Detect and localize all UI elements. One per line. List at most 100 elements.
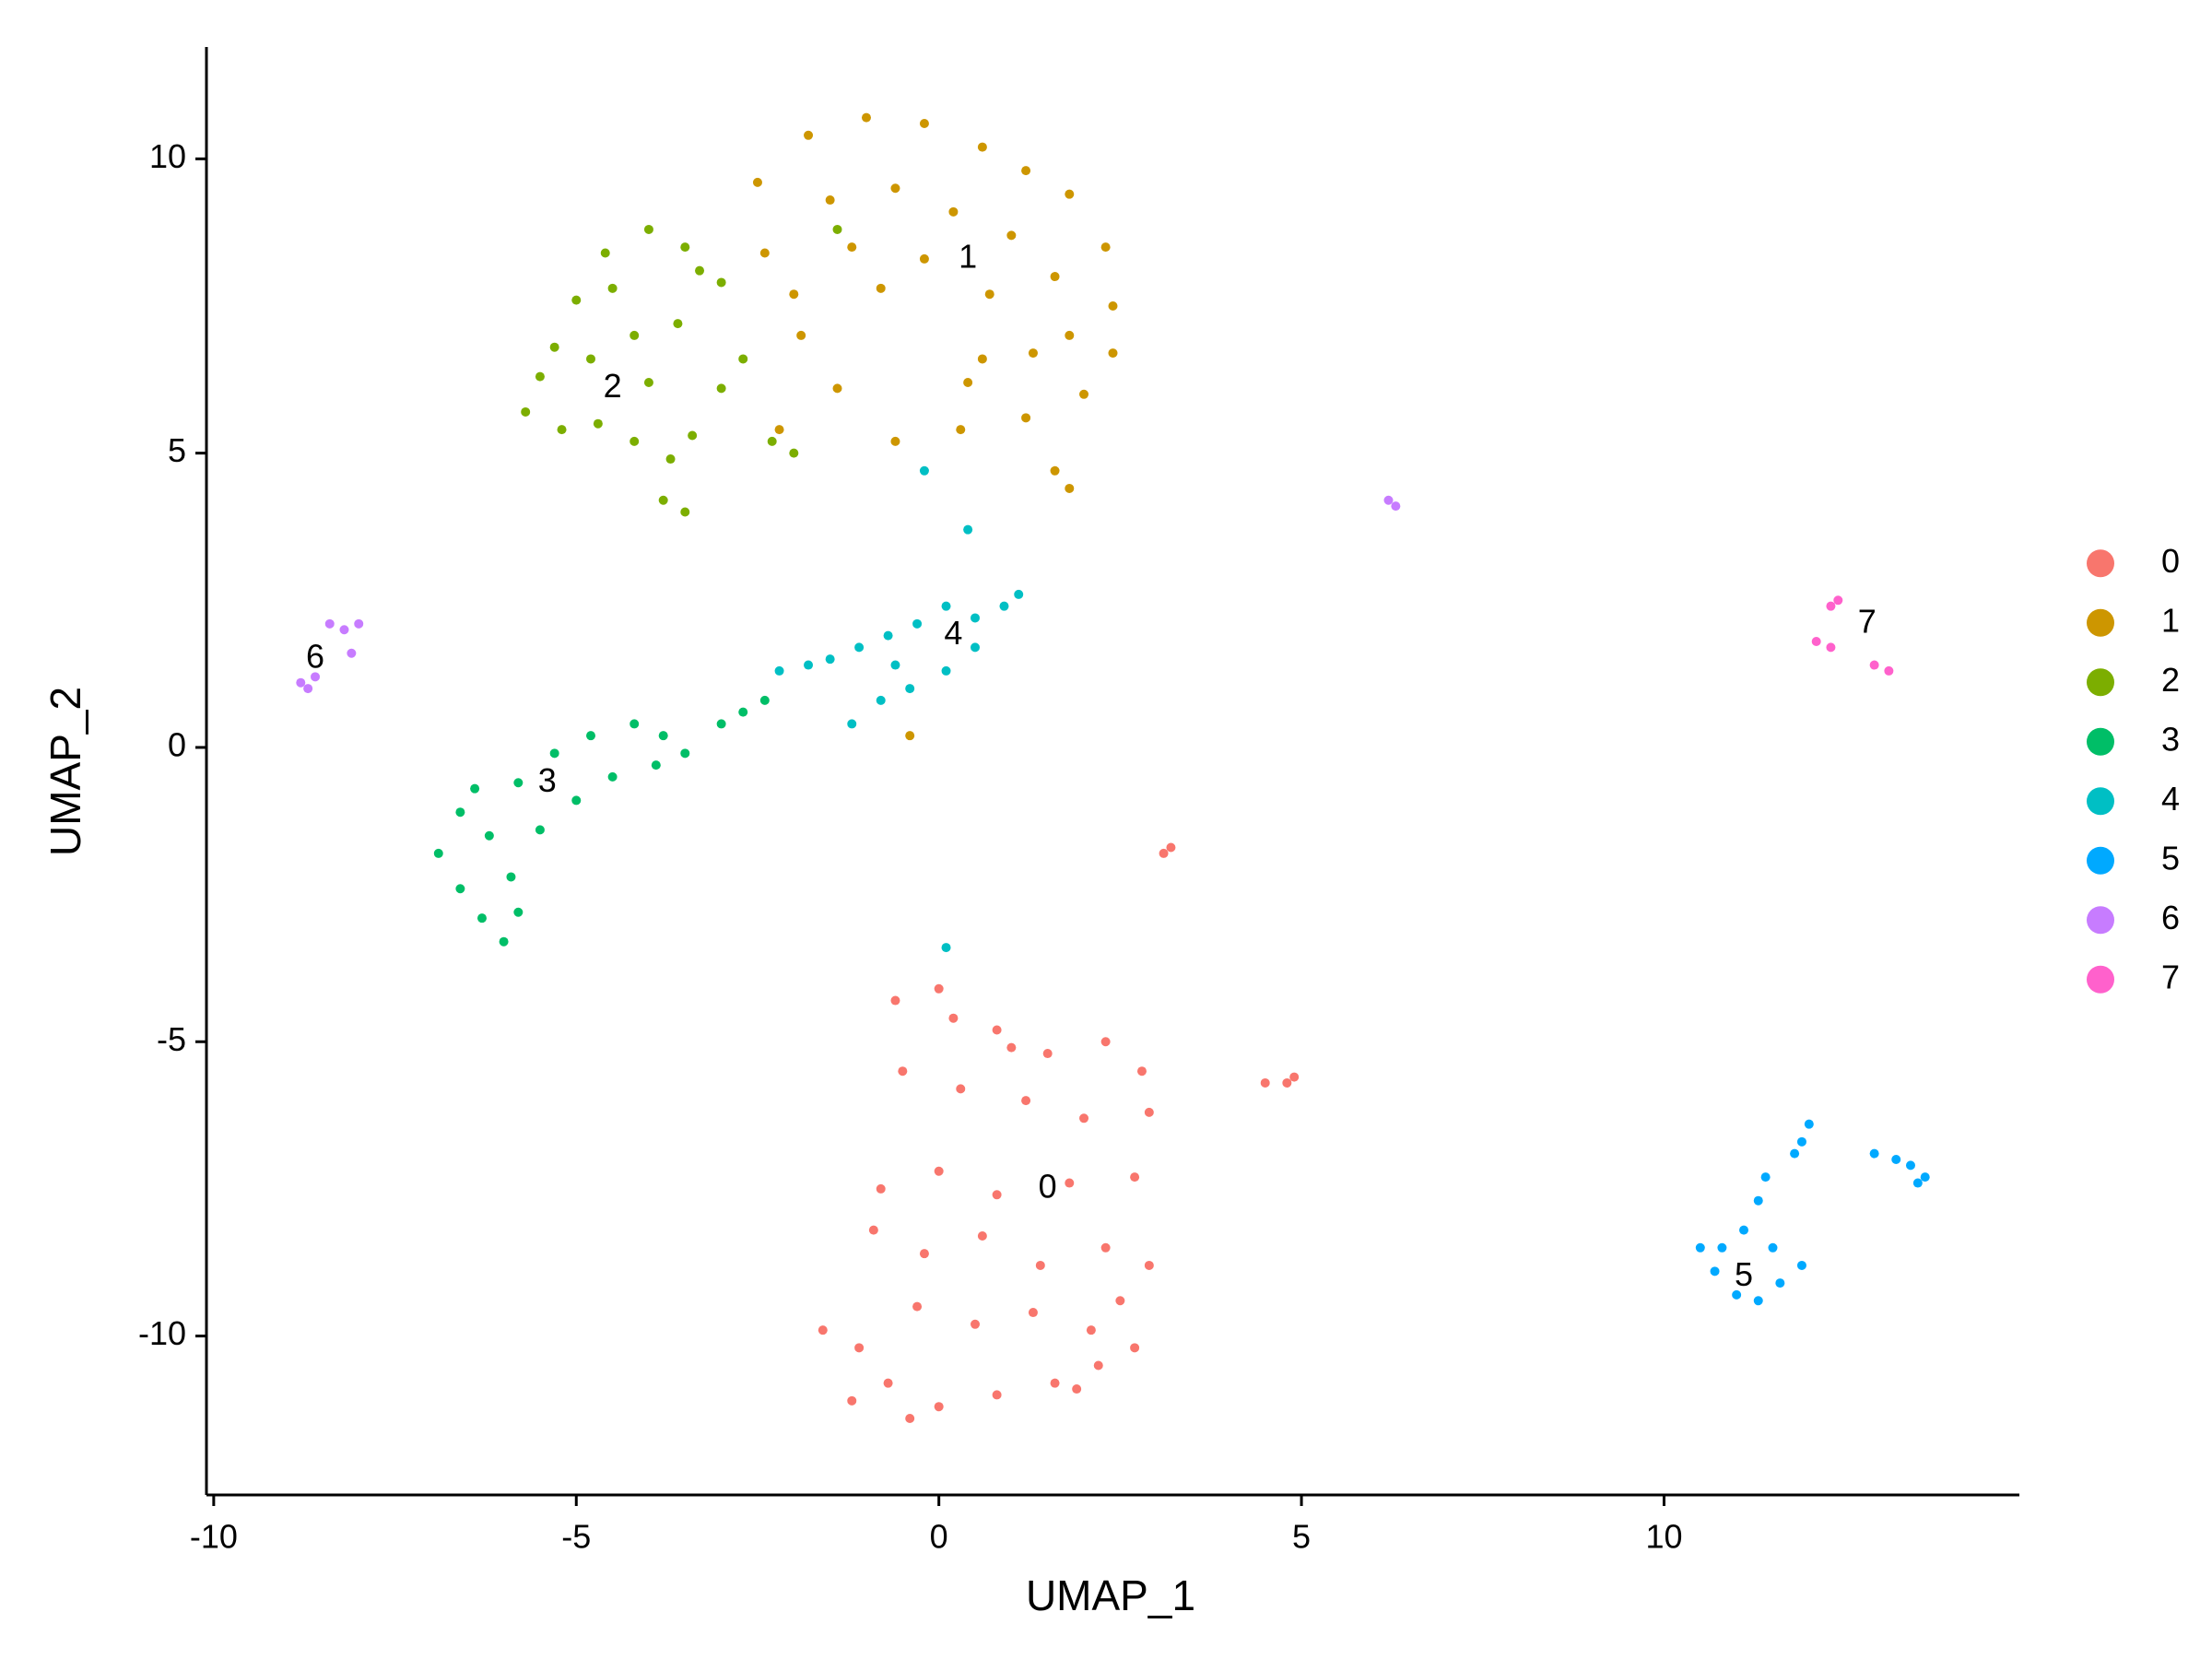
point xyxy=(767,436,777,446)
point xyxy=(832,224,842,234)
point xyxy=(876,695,886,705)
point xyxy=(303,684,313,694)
point xyxy=(1035,1260,1045,1270)
point xyxy=(912,1301,923,1312)
point xyxy=(1021,413,1031,423)
point xyxy=(941,601,951,611)
point xyxy=(433,848,443,858)
legend-label: 2 xyxy=(2161,661,2180,699)
point xyxy=(651,760,661,771)
point xyxy=(1912,1178,1923,1188)
point xyxy=(1891,1154,1901,1164)
point xyxy=(971,1319,981,1329)
point xyxy=(1768,1242,1778,1253)
legend-label: 5 xyxy=(2161,839,2180,877)
legend-label: 3 xyxy=(2161,720,2180,758)
y-tick-label: 0 xyxy=(168,725,186,763)
point xyxy=(1159,848,1169,858)
point xyxy=(1869,660,1879,670)
point xyxy=(883,1378,893,1388)
point xyxy=(890,436,900,446)
y-tick-label: -10 xyxy=(138,1314,186,1352)
legend-marker xyxy=(2087,787,2114,816)
y-tick-label: 5 xyxy=(168,431,186,469)
point xyxy=(477,913,487,924)
point xyxy=(1383,495,1394,505)
point xyxy=(1065,330,1075,340)
point xyxy=(854,1343,865,1353)
point xyxy=(919,119,929,129)
point xyxy=(868,1225,878,1235)
point xyxy=(296,677,306,688)
legend-label: 6 xyxy=(2161,899,2180,936)
point xyxy=(549,342,559,352)
point xyxy=(535,371,545,382)
point xyxy=(977,142,987,152)
point xyxy=(977,1231,987,1241)
point xyxy=(919,465,929,476)
point xyxy=(535,825,545,835)
point xyxy=(658,495,668,505)
point xyxy=(665,454,676,465)
point xyxy=(1884,665,1894,676)
cluster-label: 7 xyxy=(1858,602,1877,640)
point xyxy=(1065,483,1075,493)
point xyxy=(1826,601,1836,611)
point xyxy=(847,1395,857,1406)
point xyxy=(716,719,726,729)
x-tick-label: 10 xyxy=(1645,1518,1682,1556)
point xyxy=(890,660,900,670)
y-tick-label: 10 xyxy=(149,137,186,175)
point xyxy=(883,630,893,641)
point xyxy=(796,330,806,340)
point xyxy=(1811,637,1821,647)
point xyxy=(977,354,987,364)
legend-marker xyxy=(2087,846,2114,875)
point xyxy=(513,778,524,788)
point xyxy=(1079,1113,1089,1124)
point xyxy=(593,418,603,429)
point xyxy=(963,524,973,535)
point xyxy=(1100,1242,1111,1253)
point xyxy=(1710,1266,1720,1277)
point xyxy=(629,719,640,729)
point xyxy=(804,130,814,140)
point xyxy=(912,618,923,629)
cluster-label: 0 xyxy=(1039,1167,1057,1205)
point xyxy=(992,1390,1002,1400)
point xyxy=(1775,1278,1785,1288)
point xyxy=(1790,1148,1800,1159)
x-tick-label: -10 xyxy=(190,1518,238,1556)
point xyxy=(832,383,842,394)
point xyxy=(557,425,567,435)
point xyxy=(354,618,364,629)
point xyxy=(890,995,900,1006)
point xyxy=(934,1166,944,1176)
point xyxy=(484,830,494,841)
point xyxy=(1732,1289,1742,1300)
point xyxy=(586,354,596,364)
point xyxy=(549,748,559,759)
point xyxy=(1028,348,1038,359)
point xyxy=(905,731,915,741)
point xyxy=(1065,1178,1075,1188)
legend-marker xyxy=(2087,727,2114,756)
cluster-label: 2 xyxy=(604,367,622,405)
point xyxy=(1108,348,1118,359)
cluster-label: 1 xyxy=(959,237,977,275)
point xyxy=(1144,1107,1154,1117)
point xyxy=(1796,1260,1806,1270)
point xyxy=(789,448,799,458)
point xyxy=(455,884,465,894)
point xyxy=(956,425,966,435)
point xyxy=(825,195,835,206)
legend-label: 4 xyxy=(2161,780,2180,818)
point xyxy=(1717,1242,1727,1253)
x-tick-label: -5 xyxy=(561,1518,591,1556)
point xyxy=(339,625,349,635)
point xyxy=(1796,1136,1806,1147)
point xyxy=(688,430,698,441)
point xyxy=(311,672,321,682)
point xyxy=(1695,1242,1705,1253)
point xyxy=(586,731,596,741)
